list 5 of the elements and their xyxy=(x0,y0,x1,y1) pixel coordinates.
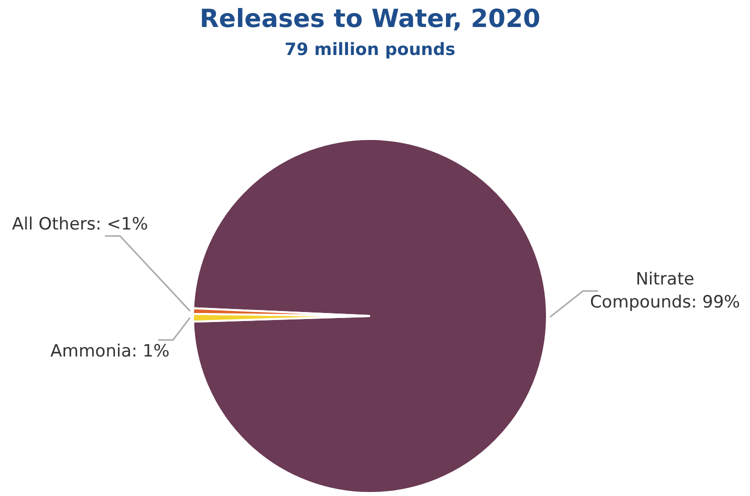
slice-label: Ammonia: 1% xyxy=(50,341,170,362)
slice-label: Nitrate Compounds: 99% xyxy=(590,269,740,312)
chart-subtitle: 79 million pounds xyxy=(284,40,456,60)
chart-title: Releases to Water, 2020 xyxy=(198,4,542,33)
slice-label: All Others: <1% xyxy=(12,214,148,234)
